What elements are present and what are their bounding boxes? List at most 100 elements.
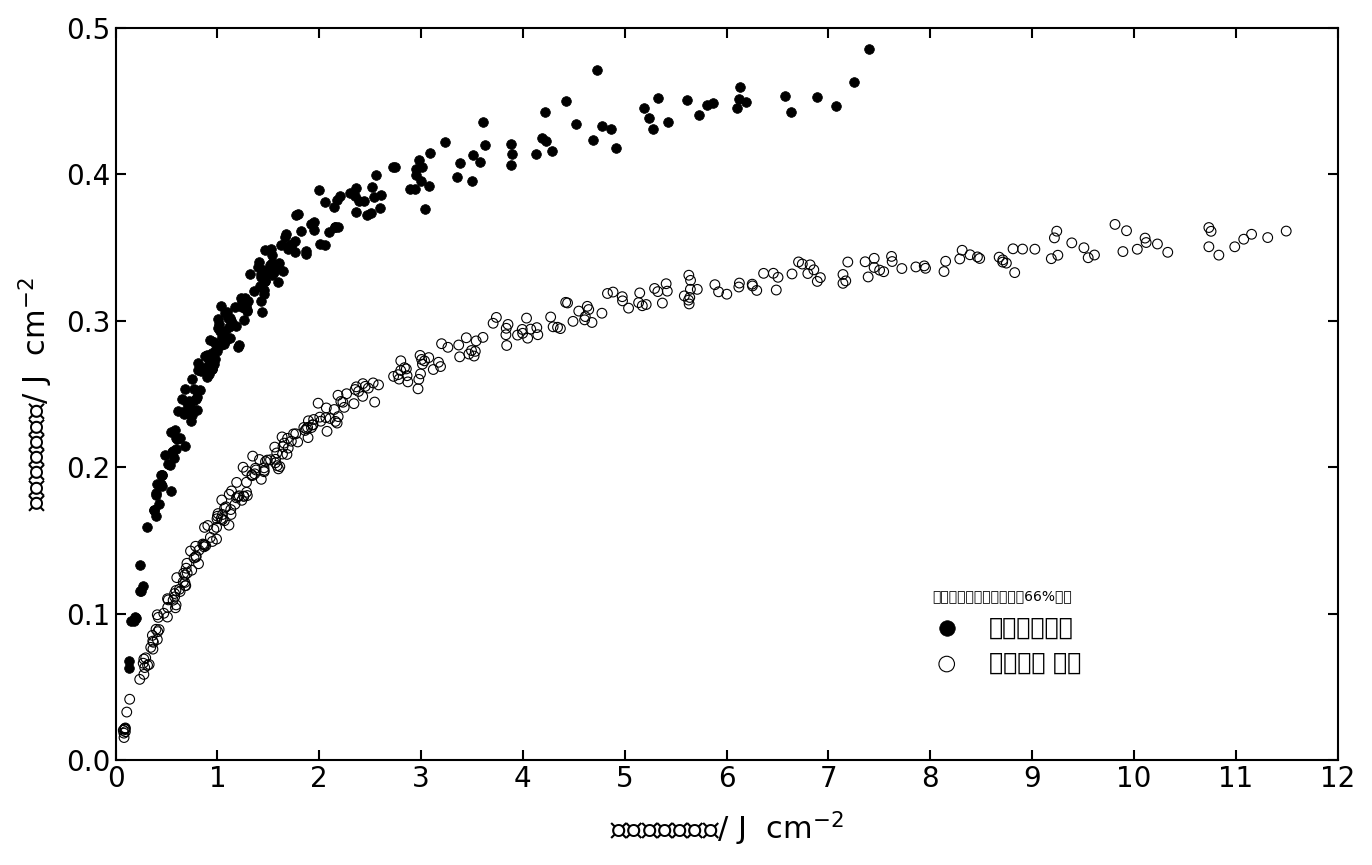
在四氢呷喂中 [218,319,240,333]
在四氢呷喂中 [221,314,243,328]
在四氢呷喂中 [159,458,181,472]
在固体器 件中 [266,446,288,460]
在四氢呷喂中 [365,169,387,183]
在四氢呷喂中 [413,202,435,215]
在固体器 件中 [298,431,320,445]
在固体器 件中 [163,590,185,604]
在四氢呷喂中 [541,144,563,158]
在固体器 件中 [447,338,469,352]
在固体器 件中 [298,413,320,427]
在固体器 件中 [612,294,634,308]
在四氢呷喂中 [228,338,250,352]
在固体器 件中 [327,410,348,424]
在固体器 件中 [310,414,332,428]
在固体器 件中 [276,447,298,461]
在固体器 件中 [458,347,480,361]
在固体器 件中 [497,317,519,331]
在四氢呷喂中 [405,163,427,176]
在四氢呷喂中 [199,354,221,368]
在四氢呷喂中 [689,108,711,122]
在四氢呷喂中 [129,559,151,573]
在固体器 件中 [210,511,232,525]
在固体器 件中 [292,420,314,434]
在四氢呷喂中 [199,333,221,347]
在固体器 件中 [708,285,730,298]
在四氢呷喂中 [405,168,427,182]
在固体器 件中 [831,277,853,291]
在四氢呷喂中 [217,304,239,318]
在固体器 件中 [244,461,266,475]
在固体器 件中 [868,263,890,277]
在四氢呷喂中 [774,89,796,103]
在四氢呷喂中 [170,392,192,406]
在固体器 件中 [225,490,247,504]
在固体器 件中 [147,611,169,625]
在固体器 件中 [652,296,674,310]
在固体器 件中 [837,255,859,269]
在固体器 件中 [192,537,214,551]
在四氢呷喂中 [657,115,679,129]
在固体器 件中 [988,250,1010,264]
在四氢呷喂中 [277,240,299,253]
在四氢呷喂中 [144,509,166,523]
在固体器 件中 [165,584,187,598]
在四氢呷喂中 [202,362,224,375]
在四氢呷喂中 [261,268,283,282]
在四氢呷喂中 [263,260,285,274]
在固体器 件中 [656,277,678,291]
在四氢呷喂中 [169,431,191,445]
在固体器 件中 [1257,231,1279,245]
在固体器 件中 [132,657,154,670]
在四氢呷喂中 [173,407,195,420]
在固体器 件中 [495,322,517,336]
在四氢呷喂中 [224,299,246,313]
在固体器 件中 [431,336,453,350]
在四氢呷喂中 [236,304,258,317]
在四氢呷喂中 [353,194,375,208]
在四氢呷喂中 [405,183,427,196]
在固体器 件中 [781,267,803,281]
在固体器 件中 [412,357,434,371]
在四氢呷喂中 [295,247,317,261]
在四氢呷喂中 [248,255,270,269]
在四氢呷喂中 [586,63,608,77]
在四氢呷喂中 [236,304,258,317]
在固体器 件中 [196,519,218,533]
在固体器 件中 [436,341,458,355]
在四氢呷喂中 [259,259,281,272]
在固体器 件中 [409,349,431,362]
在四氢呷喂中 [213,337,235,351]
在固体器 件中 [428,356,450,369]
在固体器 件中 [678,297,700,311]
在四氢呷喂中 [143,503,165,516]
在固体器 件中 [506,328,528,342]
在固体器 件中 [320,412,342,426]
在固体器 件中 [143,635,165,649]
在四氢呷喂中 [556,94,578,108]
在固体器 件中 [169,585,191,599]
在固体器 件中 [686,283,708,297]
在固体器 件中 [410,367,432,381]
在四氢呷喂中 [217,311,239,324]
在固体器 件中 [248,452,270,466]
在四氢呷喂中 [250,270,272,284]
在四氢呷喂中 [182,381,204,395]
在固体器 件中 [232,460,254,474]
在固体器 件中 [277,432,299,445]
在固体器 件中 [1126,242,1148,256]
在固体器 件中 [181,563,203,577]
在固体器 件中 [182,551,204,565]
在四氢呷喂中 [187,390,209,404]
在固体器 件中 [195,539,217,553]
在固体器 件中 [169,582,191,596]
在固体器 件中 [863,260,885,274]
在四氢呷喂中 [239,267,261,281]
在固体器 件中 [881,254,903,268]
在固体器 件中 [563,315,584,329]
在四氢呷喂中 [254,274,276,288]
在固体器 件中 [797,266,819,280]
在四氢呷喂中 [193,349,215,363]
在四氢呷喂中 [221,317,243,331]
在四氢呷喂中 [214,305,236,319]
在固体器 件中 [265,452,287,466]
